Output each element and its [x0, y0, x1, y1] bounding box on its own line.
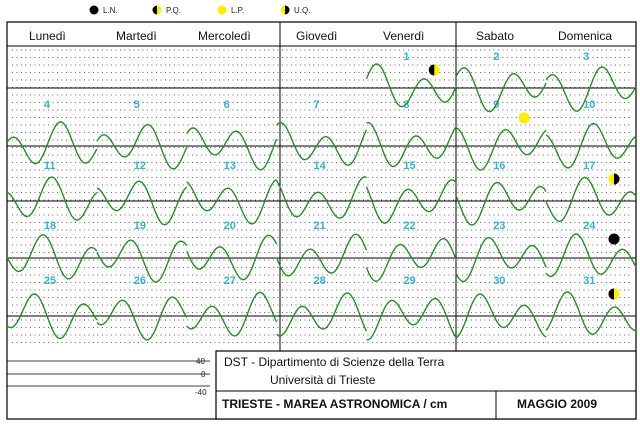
- date-label-30: 30: [493, 275, 505, 287]
- tide-curve-16: [455, 181, 547, 226]
- date-label-5: 5: [134, 99, 140, 111]
- scale-tick-40: 40: [196, 357, 205, 366]
- tide-curve-24: [545, 233, 637, 278]
- date-label-3: 3: [583, 51, 589, 63]
- date-label-19: 19: [134, 220, 146, 232]
- full-moon-marker-9: [518, 112, 530, 124]
- first-quarter-moon-icon: [152, 5, 162, 15]
- tide-curve-11: [6, 176, 98, 221]
- first-quarter-moon-marker-1: [428, 64, 440, 76]
- institution-line: DST - Dipartimento di Scienze della Terr…: [224, 355, 445, 369]
- date-label-2: 2: [493, 51, 499, 63]
- tide-curve-28: [276, 292, 368, 337]
- day-header-tuesday: Martedì: [116, 29, 157, 43]
- day-header-monday: Lunedì: [29, 29, 66, 43]
- date-label-23: 23: [493, 220, 505, 232]
- tide-curve-21: [275, 233, 368, 277]
- date-label-6: 6: [224, 99, 230, 111]
- tide-curves: [6, 63, 637, 341]
- date-label-25: 25: [44, 275, 56, 287]
- legend-label-full: L.P.: [231, 6, 244, 15]
- tide-curve-13: [186, 179, 277, 225]
- tide-curve-2: [455, 67, 547, 113]
- tide-curve-31: [545, 291, 637, 336]
- day-header-saturday: Sabato: [476, 29, 514, 43]
- tide-curve-15: [365, 179, 457, 224]
- tide-curve-4: [6, 121, 98, 165]
- chart-title: TRIESTE - MAREA ASTRONOMICA / cm: [222, 397, 447, 411]
- date-label-4: 4: [44, 99, 51, 111]
- month-label: MAGGIO 2009: [517, 397, 597, 411]
- date-label-10: 10: [583, 99, 595, 111]
- date-label-29: 29: [403, 275, 415, 287]
- grid-lines: [7, 22, 636, 351]
- new-moon-marker-24: [608, 233, 620, 245]
- legend-label-new: L.N.: [103, 6, 118, 15]
- date-label-16: 16: [493, 160, 505, 172]
- date-label-1: 1: [403, 51, 409, 63]
- date-label-22: 22: [403, 220, 415, 232]
- dot-grid: [12, 49, 630, 343]
- legend-label-last-quarter: U.Q.: [294, 6, 310, 15]
- tide-curve-8: [366, 121, 457, 168]
- scale-tick-minus-40: -40: [195, 388, 207, 397]
- date-label-8: 8: [403, 99, 409, 111]
- last-quarter-moon-marker-17: [608, 173, 620, 185]
- date-label-15: 15: [403, 160, 415, 172]
- date-label-11: 11: [44, 160, 56, 172]
- tide-curve-26: [96, 296, 188, 341]
- new-moon-icon: [89, 5, 99, 15]
- date-label-14: 14: [314, 160, 327, 172]
- tide-curve-19: [96, 239, 188, 283]
- moon-phase-markers: [428, 64, 620, 300]
- tide-curve-17: [545, 176, 637, 223]
- date-label-12: 12: [134, 160, 146, 172]
- tide-curve-20: [186, 234, 278, 281]
- tide-curve-23: [455, 236, 547, 283]
- tide-curve-22: [365, 237, 457, 283]
- tide-curve-29: [366, 297, 457, 341]
- day-header-friday: Venerdì: [383, 29, 424, 43]
- tide-curve-6: [186, 127, 278, 171]
- day-header-wednesday: Mercoledì: [198, 29, 251, 43]
- tide-curve-5: [96, 123, 188, 170]
- date-label-20: 20: [224, 220, 236, 232]
- date-label-31: 31: [583, 275, 595, 287]
- date-label-26: 26: [134, 275, 146, 287]
- tide-curve-27: [186, 291, 278, 337]
- tide-curve-9: [455, 127, 547, 171]
- tide-curve-10: [545, 122, 637, 169]
- last-quarter-moon-icon: [280, 5, 290, 15]
- date-label-24: 24: [583, 220, 596, 232]
- date-label-27: 27: [224, 275, 236, 287]
- moon-legend: L.N. P.Q. L.P. U.Q.: [89, 5, 310, 15]
- date-label-21: 21: [314, 220, 326, 232]
- tide-curve-3: [545, 66, 637, 112]
- info-box: DST - Dipartimento di Scienze della Terr…: [215, 350, 637, 420]
- scale-tick-0: 0: [201, 370, 206, 379]
- date-label-18: 18: [44, 220, 56, 232]
- tide-curve-14: [275, 176, 367, 219]
- tide-curve-25: [6, 293, 98, 340]
- scale-bar: 40 0 -40: [7, 357, 210, 397]
- tide-curve-1: [365, 63, 457, 108]
- day-header-thursday: Giovedì: [296, 29, 337, 43]
- legend-label-first-quarter: P.Q.: [166, 6, 181, 15]
- first-quarter-moon-marker-31: [608, 288, 620, 300]
- day-headers: Lunedì Martedì Mercoledì Giovedì Venerdì…: [29, 29, 612, 43]
- university-line: Università di Trieste: [270, 373, 376, 387]
- date-label-17: 17: [583, 160, 595, 172]
- full-moon-icon: [217, 5, 227, 15]
- tide-curve-7: [276, 121, 368, 167]
- tide-curve-18: [6, 233, 98, 280]
- date-label-7: 7: [314, 99, 320, 111]
- tide-curve-12: [96, 180, 188, 226]
- day-header-sunday: Domenica: [558, 29, 612, 43]
- date-label-13: 13: [224, 160, 236, 172]
- date-label-28: 28: [314, 275, 326, 287]
- tide-curve-30: [455, 293, 547, 339]
